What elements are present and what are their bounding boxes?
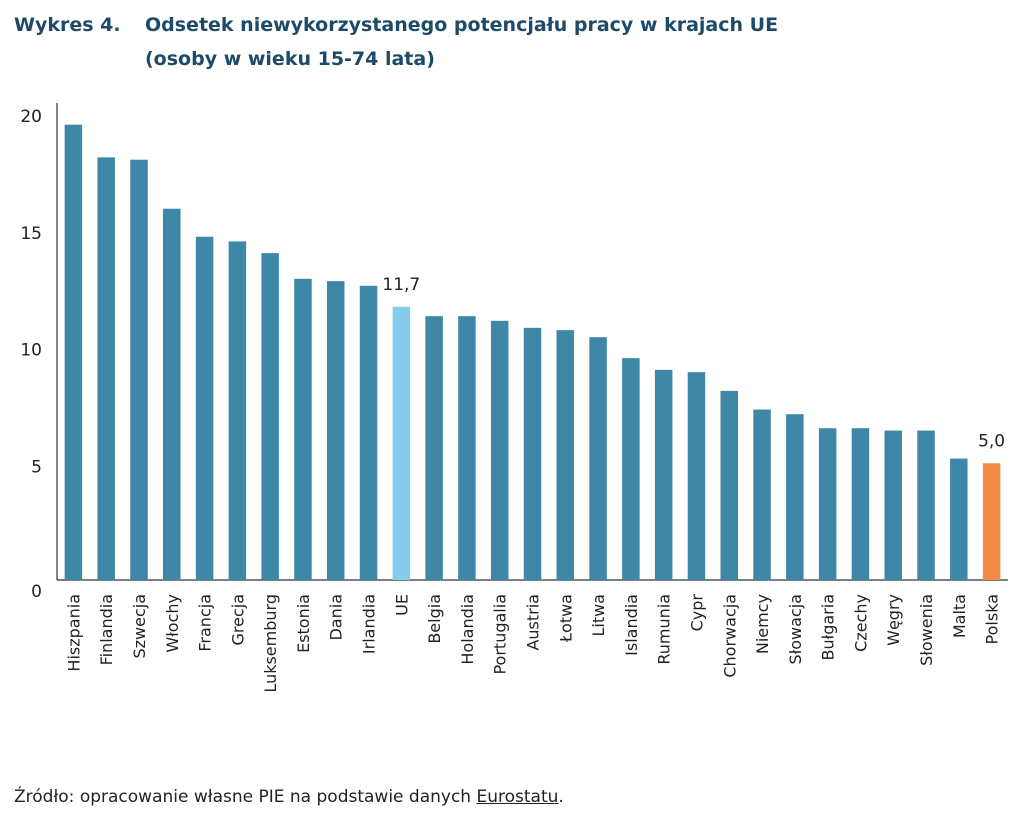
bar xyxy=(917,430,935,580)
x-tick-label: Hiszpania xyxy=(64,594,83,672)
y-tick-label: 0 xyxy=(31,582,42,602)
bar-chart: 0 5 10 15 20 Hiszpania Finlandia Szwecja Włochy F… xyxy=(20,103,1008,693)
bar xyxy=(753,409,771,580)
bar xyxy=(523,327,542,580)
title-line-2: (osoby w wieku 15-74 lata) xyxy=(145,48,435,70)
x-tick-label: Malta xyxy=(950,594,969,638)
x-tick-label: Łotwa xyxy=(556,594,575,643)
bar xyxy=(195,236,214,580)
y-tick-label: 5 xyxy=(31,457,42,477)
data-label: 11,7 xyxy=(382,275,420,295)
bar xyxy=(228,241,247,581)
bar xyxy=(261,253,279,580)
x-tick-label: Szwecja xyxy=(130,594,149,659)
x-tick-label: Litwa xyxy=(589,594,608,637)
x-tick-label: Holandia xyxy=(458,594,477,665)
data-label: 5,0 xyxy=(978,431,1005,451)
x-tick-label: Węgry xyxy=(884,594,903,646)
bar xyxy=(458,316,476,580)
bar xyxy=(786,414,804,580)
x-tick-label: Islandia xyxy=(622,594,641,656)
source-prefix: Źródło: opracowanie własne PIE na podsta… xyxy=(14,787,477,807)
bar xyxy=(982,463,1001,580)
title-line-1: Odsetek niewykorzystanego potencjału pra… xyxy=(145,14,779,36)
x-tick-label: Cypr xyxy=(687,594,706,632)
source-suffix: . xyxy=(558,787,564,807)
bar xyxy=(359,285,378,580)
bar xyxy=(64,124,83,581)
bar xyxy=(622,358,640,580)
x-tick-label: Bułgaria xyxy=(819,594,838,660)
bar xyxy=(294,278,312,580)
x-tick-label: Słowenia xyxy=(917,594,936,666)
y-tick-label: 20 xyxy=(20,107,42,127)
source-link-eurostat[interactable]: Eurostatu xyxy=(476,787,559,807)
bar xyxy=(490,320,509,580)
bar xyxy=(556,330,575,580)
x-tick-label: Polska xyxy=(983,594,1002,644)
x-tick-label: Luksemburg xyxy=(261,594,280,693)
bar xyxy=(97,157,115,581)
x-tick-label: Grecja xyxy=(228,594,247,646)
x-tick-label: Czechy xyxy=(851,594,870,652)
source-note: Źródło: opracowanie własne PIE na podsta… xyxy=(14,787,564,807)
bar xyxy=(720,390,739,580)
x-tick-label: Austria xyxy=(524,594,543,651)
bar xyxy=(392,306,411,580)
bar xyxy=(130,159,148,580)
x-tick-label: Dania xyxy=(327,594,346,641)
x-tick-label: Chorwacja xyxy=(720,594,739,678)
y-tick-label: 15 xyxy=(20,224,42,244)
bar xyxy=(884,430,902,580)
x-tick-label: Słowacja xyxy=(786,594,805,664)
x-tick-label: Irlandia xyxy=(360,594,379,654)
bar xyxy=(687,372,706,580)
bar xyxy=(818,428,837,580)
x-tick-label: Francja xyxy=(196,594,215,652)
bar xyxy=(654,369,673,580)
x-tick-label: Rumunia xyxy=(655,594,674,665)
y-tick-label: 10 xyxy=(20,341,42,361)
bar xyxy=(851,428,870,580)
bar xyxy=(950,458,968,580)
bar xyxy=(326,281,345,580)
x-tick-label: Niemcy xyxy=(753,594,772,654)
x-tick-label: Portugalia xyxy=(491,594,510,675)
x-tick-label: Finlandia xyxy=(97,594,116,665)
x-tick-label: Estonia xyxy=(294,594,313,653)
figure-number: Wykres 4. xyxy=(14,14,121,36)
bar xyxy=(163,208,181,581)
x-tick-label: UE xyxy=(392,594,411,616)
bar xyxy=(425,316,443,580)
bar xyxy=(589,337,607,580)
x-tick-label: Włochy xyxy=(163,594,182,653)
x-tick-label: Belgia xyxy=(425,594,444,644)
